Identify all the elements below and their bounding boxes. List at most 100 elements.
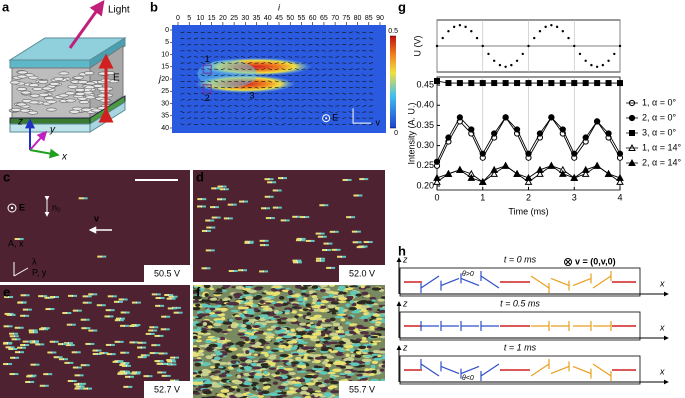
marker [570, 173, 579, 181]
director-arrow [281, 44, 286, 46]
marker [478, 177, 487, 185]
director-arrow [241, 31, 246, 34]
texture [198, 349, 205, 353]
texture [231, 355, 238, 360]
director-arrow [315, 55, 320, 58]
marker [445, 134, 452, 141]
texture [337, 349, 346, 352]
texture [318, 383, 326, 388]
director-blue [460, 321, 479, 331]
director-arrow [348, 111, 353, 113]
data-dot [487, 52, 490, 56]
texture [209, 314, 219, 318]
voltage-label: 52.7 V [154, 384, 180, 394]
texture [228, 389, 233, 393]
voltage-box [339, 381, 385, 398]
texture [301, 292, 307, 296]
texture [345, 375, 352, 379]
texture [273, 285, 281, 287]
director-arrow [274, 111, 279, 113]
texture [296, 364, 307, 368]
director-blue [480, 271, 500, 289]
texture [352, 343, 361, 347]
texture [214, 356, 221, 361]
texture [300, 346, 311, 350]
texture [220, 351, 228, 356]
texture [359, 340, 369, 343]
director-arrow [268, 43, 273, 46]
y-tick-label: 40 [161, 125, 169, 132]
texture [314, 356, 324, 360]
director-arrow [328, 74, 333, 77]
texture [343, 344, 354, 349]
director-arrow [207, 99, 212, 101]
texture [203, 380, 213, 385]
texture [308, 335, 318, 339]
texture [351, 302, 357, 307]
texture [269, 320, 278, 323]
texture [273, 342, 280, 346]
lc-domain [46, 107, 57, 112]
director-arrow [342, 123, 347, 125]
texture [213, 328, 223, 333]
texture [376, 317, 383, 321]
texture [202, 322, 208, 326]
x-tick-label: 40 [264, 15, 272, 22]
director-arrow [288, 56, 293, 58]
director-arrow [315, 37, 320, 40]
x-tick-label: 25 [230, 15, 238, 22]
texture [209, 297, 218, 301]
marker [525, 150, 532, 157]
texture [297, 363, 307, 366]
director-arrow [214, 93, 219, 95]
director-arrow [335, 86, 340, 89]
director-arrow [369, 74, 374, 77]
texture [194, 362, 202, 367]
x-tick-label: 80 [354, 15, 362, 22]
texture [265, 385, 271, 389]
director-arrow [315, 68, 320, 71]
texture [323, 379, 330, 384]
texture [295, 389, 302, 393]
texture [242, 288, 251, 291]
director-arrow [355, 80, 360, 83]
marker [479, 80, 486, 87]
texture [284, 311, 290, 315]
director-arrow [200, 111, 205, 114]
texture [325, 297, 336, 302]
texture [213, 322, 222, 327]
director-orange [530, 275, 550, 293]
director-arrow [274, 68, 279, 70]
director-arrow [342, 86, 347, 89]
lc-domain [74, 88, 86, 92]
texture [329, 291, 340, 294]
colorbar-tick-label: 0.5 [388, 28, 398, 35]
director-arrow [301, 43, 306, 46]
texture [255, 341, 262, 346]
director-arrow [369, 56, 374, 58]
texture [372, 319, 378, 322]
data-dot [538, 30, 542, 33]
texture [280, 359, 290, 362]
texture [378, 309, 385, 314]
texture [311, 305, 321, 309]
texture [319, 285, 328, 288]
texture [290, 347, 298, 350]
director-arrow [301, 31, 306, 34]
texture [345, 360, 352, 364]
texture [254, 372, 264, 377]
director-arrow [227, 98, 232, 101]
director-arrow [355, 31, 360, 34]
texture [303, 285, 312, 287]
texture [220, 389, 230, 393]
angle-label: θ<0 [462, 375, 474, 382]
texture [331, 311, 337, 315]
data-dot [435, 44, 439, 48]
z-label: z [402, 342, 408, 352]
texture [205, 355, 213, 360]
texture [304, 374, 314, 379]
director-arrow [234, 111, 239, 113]
director-arrow [328, 31, 333, 34]
director-blue [420, 359, 440, 377]
field-label: E [332, 113, 338, 123]
